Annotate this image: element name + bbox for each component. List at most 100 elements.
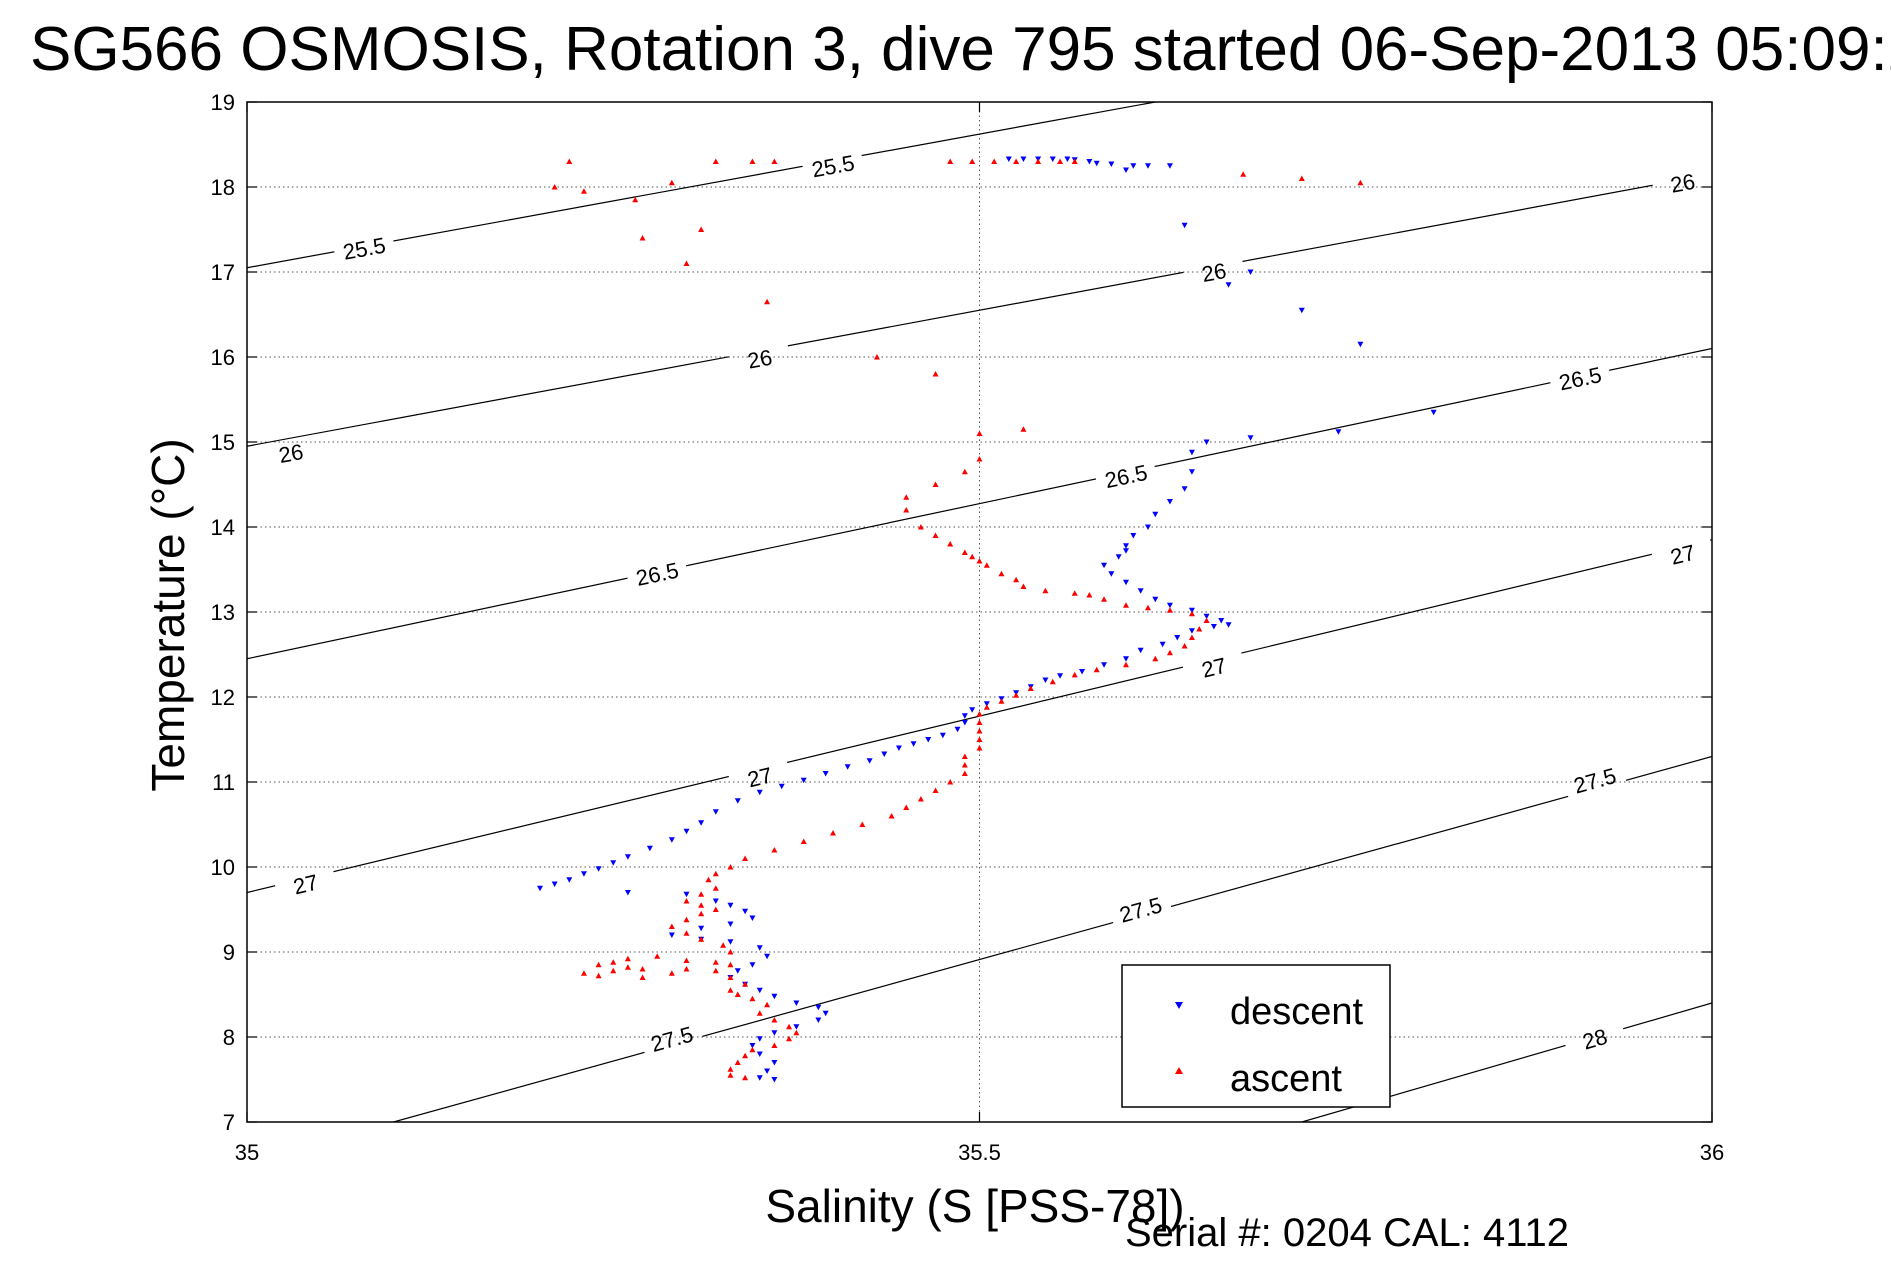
contour-line (247, 102, 1156, 269)
contour-label: 25.5 (810, 150, 857, 182)
descent-point (1181, 222, 1188, 229)
ascent-point (595, 961, 602, 968)
descent-point (925, 737, 932, 743)
ascent-point (1013, 158, 1020, 164)
ascent-point (983, 704, 990, 710)
ascent-point (595, 972, 602, 979)
ascent-point (712, 885, 719, 891)
contour-label: 26 (746, 345, 775, 374)
descent-point (1020, 156, 1027, 162)
ascent-point (1101, 596, 1108, 602)
axes-layer: 7 8 9 10 11 12 13 14 15 16 17 18 19 35 35.5 36 (211, 90, 1725, 1165)
descent-point (1188, 449, 1195, 456)
descent-point (822, 1010, 829, 1017)
ascent-point (1071, 590, 1078, 596)
descent-point (1144, 163, 1151, 169)
ascent-point (983, 562, 990, 568)
ascent-point (1071, 671, 1078, 678)
descent-point (712, 809, 719, 815)
ascent-point (1144, 604, 1151, 611)
ascent-point (727, 864, 734, 870)
ascent-point (727, 987, 734, 993)
descent-point (1225, 282, 1232, 288)
contour-25-5: 25.5 25.5 (247, 102, 1156, 269)
ascent-point (800, 838, 807, 844)
descent-point (1123, 656, 1129, 662)
ascent-point (932, 787, 939, 793)
ascent-point (705, 876, 712, 883)
ascent-point (976, 456, 983, 462)
contour-label: 25.5 (341, 233, 388, 265)
descent-point (1152, 511, 1159, 518)
ascent-point (969, 158, 976, 164)
ascent-point (1166, 649, 1173, 656)
ascent-point (969, 553, 976, 560)
y-tick-label: 14 (211, 515, 235, 540)
ascent-point (632, 196, 639, 203)
ascent-point (947, 541, 954, 547)
ascent-point (1203, 617, 1210, 623)
ascent-point (742, 981, 749, 987)
ascent-point (932, 481, 939, 487)
ascent-point (1027, 685, 1034, 691)
ascent-point (932, 532, 939, 538)
contour-label: 27 (1199, 653, 1229, 683)
descent-point (1130, 533, 1137, 539)
contour-label: 27 (291, 869, 321, 899)
ascent-point (683, 260, 690, 266)
ascent-point (961, 468, 968, 475)
contour-26: 26 26 26 26 (247, 169, 1712, 468)
descent-point (624, 854, 631, 860)
serial-cal-footer: Serial #: 0204 CAL: 4112 (1125, 1211, 1569, 1255)
ascent-point (771, 158, 778, 164)
series-layer (537, 156, 1437, 1083)
descent-point (1335, 429, 1342, 435)
y-tick-label: 19 (211, 90, 235, 115)
y-tick-label: 8 (223, 1025, 235, 1050)
ascent-point (712, 158, 719, 164)
ascent-point (668, 923, 675, 929)
contour-label: 26.5 (1103, 460, 1150, 493)
contour-label: 26 (1200, 258, 1229, 287)
ascent-point (976, 558, 983, 564)
ascent-point (624, 964, 631, 970)
ascent-point (580, 188, 587, 194)
ascent-point (742, 855, 749, 861)
ascent-point (917, 796, 924, 802)
contour-label: 26.5 (1557, 362, 1604, 395)
ascent-point (683, 966, 690, 972)
ascent-point (712, 870, 719, 877)
contour-label: 28 (1580, 1024, 1610, 1055)
ascent-point (756, 1010, 763, 1016)
descent-point (961, 720, 968, 726)
descent-point (895, 745, 902, 751)
ascent-point (976, 745, 983, 751)
descent-point (1188, 628, 1195, 634)
descent-point (1174, 635, 1181, 641)
ascent-point (1035, 158, 1042, 164)
descent-point (954, 726, 961, 733)
descent-point (668, 932, 675, 938)
descent-point (595, 866, 602, 872)
descent-point (624, 890, 631, 896)
ascent-point (1057, 158, 1064, 164)
ascent-point (639, 235, 646, 241)
descent-point (712, 898, 719, 904)
ascent-point (1196, 626, 1203, 632)
legend-ascent-marker (1175, 1067, 1183, 1074)
descent-point (1181, 486, 1188, 492)
ascent-point (976, 728, 983, 734)
descent-point (771, 1060, 778, 1066)
ascent-point (859, 821, 866, 827)
ascent-point (624, 955, 631, 962)
y-tick-label: 9 (223, 940, 235, 965)
descent-point (756, 1036, 763, 1042)
legend-box (1121, 964, 1391, 1108)
descent-point (771, 1077, 778, 1083)
ascent-point (727, 949, 734, 955)
ascent-point (1188, 634, 1195, 640)
ascent-point (712, 967, 719, 974)
ascent-point (786, 1023, 793, 1030)
descent-point (910, 741, 917, 747)
